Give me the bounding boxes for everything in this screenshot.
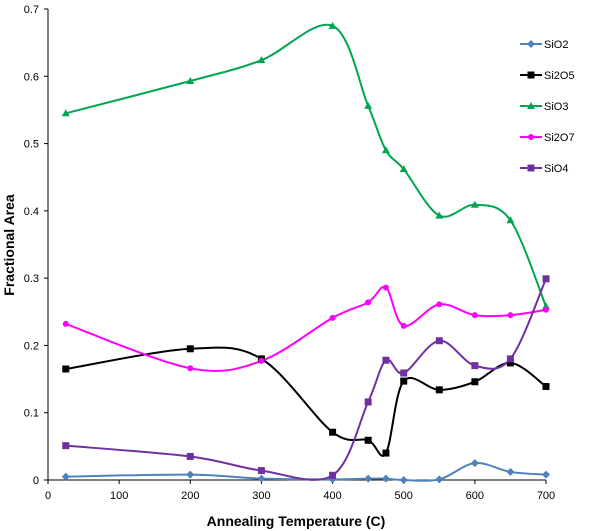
data-point-si2o5: [435, 386, 443, 394]
x-tick-label: 400: [323, 490, 341, 502]
tick-labels: 0 0.1 0.2 0.3 0.4 0.5 0.6 0.7 0 100 200 300 400 500 60…: [24, 4, 555, 502]
data-point-si2o5: [62, 365, 70, 373]
data-point-si2o5: [329, 428, 337, 436]
y-tick-label: 0.7: [24, 4, 39, 16]
y-tick-label: 0.1: [24, 408, 39, 420]
series-line-sio4: [65, 278, 547, 481]
axes: [44, 8, 547, 484]
data-point-si2o7: [365, 299, 372, 306]
data-point-sio2: [186, 470, 195, 479]
y-tick-label: 0.2: [24, 340, 39, 352]
x-tick-label: 300: [252, 490, 270, 502]
x-tick-label: 200: [181, 490, 199, 502]
data-point-sio2: [435, 475, 444, 484]
data-point-sio4: [186, 452, 194, 460]
data-point-si2o7: [329, 314, 336, 321]
data-point-sio2: [399, 476, 408, 484]
data-point-sio2: [542, 470, 550, 479]
x-tick-label: 500: [395, 490, 413, 502]
x-tick-label: 0: [45, 490, 51, 502]
series-line-sio3: [65, 23, 547, 307]
y-tick-label: 0.6: [24, 71, 39, 83]
data-point-sio2: [470, 459, 479, 468]
data-point-sio3: [381, 146, 390, 154]
y-tick-label: 0.5: [24, 139, 39, 151]
x-tick-label: 700: [537, 490, 555, 502]
data-point-si2o5: [506, 359, 514, 367]
data-point-sio4: [329, 471, 337, 479]
legend-label-si2o7: Si2O7: [544, 132, 575, 144]
data-point-sio4: [382, 356, 390, 364]
data-point-si2o7: [436, 301, 443, 308]
y-tick-label: 0.4: [24, 206, 39, 218]
data-point-si2o5: [542, 382, 550, 390]
data-point-si2o7: [543, 306, 549, 313]
x-tick-label: 600: [466, 490, 484, 502]
data-point-sio2: [381, 474, 390, 483]
legend-marker-si2o7: [528, 134, 534, 140]
data-point-si2o7: [382, 284, 389, 291]
y-axis-title: Fractional Area: [1, 194, 17, 296]
data-point-si2o5: [364, 436, 372, 444]
data-point-sio4: [364, 398, 372, 406]
y-tick-label: 0: [33, 475, 39, 487]
data-point-si2o5: [471, 378, 479, 386]
legend-label-sio4: SiO4: [544, 163, 568, 175]
data-point-sio3: [257, 56, 266, 64]
legend-marker-si2o5: [527, 71, 535, 79]
series-line-si2o7: [65, 285, 547, 372]
data-point-si2o5: [186, 345, 194, 353]
series-line-sio2: [65, 462, 547, 482]
series-line-si2o5: [65, 346, 547, 457]
data-point-sio3: [328, 21, 337, 29]
data-point-si2o7: [62, 320, 69, 327]
data-point-sio3: [470, 200, 479, 208]
y-tick-label: 0.3: [24, 273, 39, 285]
data-point-sio3: [435, 211, 444, 219]
data-point-si2o7: [471, 312, 478, 319]
data-point-si2o7: [187, 365, 194, 372]
legend-label-si2o5: Si2O5: [544, 70, 575, 82]
legend: SiO2 Si2O5 SiO3 Si2O7 SiO4: [520, 39, 575, 175]
series-lines: [65, 23, 547, 482]
data-point-sio3: [364, 101, 373, 109]
data-point-si2o5: [382, 449, 390, 457]
series-markers: [61, 21, 550, 484]
legend-label-sio3: SiO3: [544, 101, 568, 113]
data-point-sio4: [506, 355, 514, 363]
data-point-sio4: [542, 275, 550, 283]
data-point-sio4: [471, 362, 479, 370]
data-point-si2o7: [258, 357, 265, 364]
data-point-sio3: [506, 216, 515, 224]
data-point-sio3: [186, 76, 195, 84]
legend-marker-sio3: [527, 102, 535, 109]
x-tick-label: 100: [110, 490, 128, 502]
legend-marker-sio2: [527, 40, 535, 48]
data-point-si2o7: [507, 312, 514, 319]
data-point-sio2: [364, 474, 373, 483]
data-point-sio4: [400, 369, 408, 377]
data-point-sio4: [257, 467, 265, 475]
data-point-si2o7: [400, 322, 407, 329]
data-point-sio4: [62, 442, 70, 450]
legend-label-sio2: SiO2: [544, 39, 568, 51]
data-point-sio3: [61, 109, 70, 117]
data-point-sio3: [399, 165, 408, 173]
data-point-sio2: [257, 474, 266, 483]
x-axis-title: Annealing Temperature (C): [207, 513, 386, 529]
data-point-sio2: [506, 467, 515, 476]
data-point-si2o5: [400, 377, 408, 385]
data-point-sio2: [61, 472, 70, 481]
data-point-sio4: [435, 337, 443, 345]
legend-marker-sio4: [527, 164, 535, 172]
